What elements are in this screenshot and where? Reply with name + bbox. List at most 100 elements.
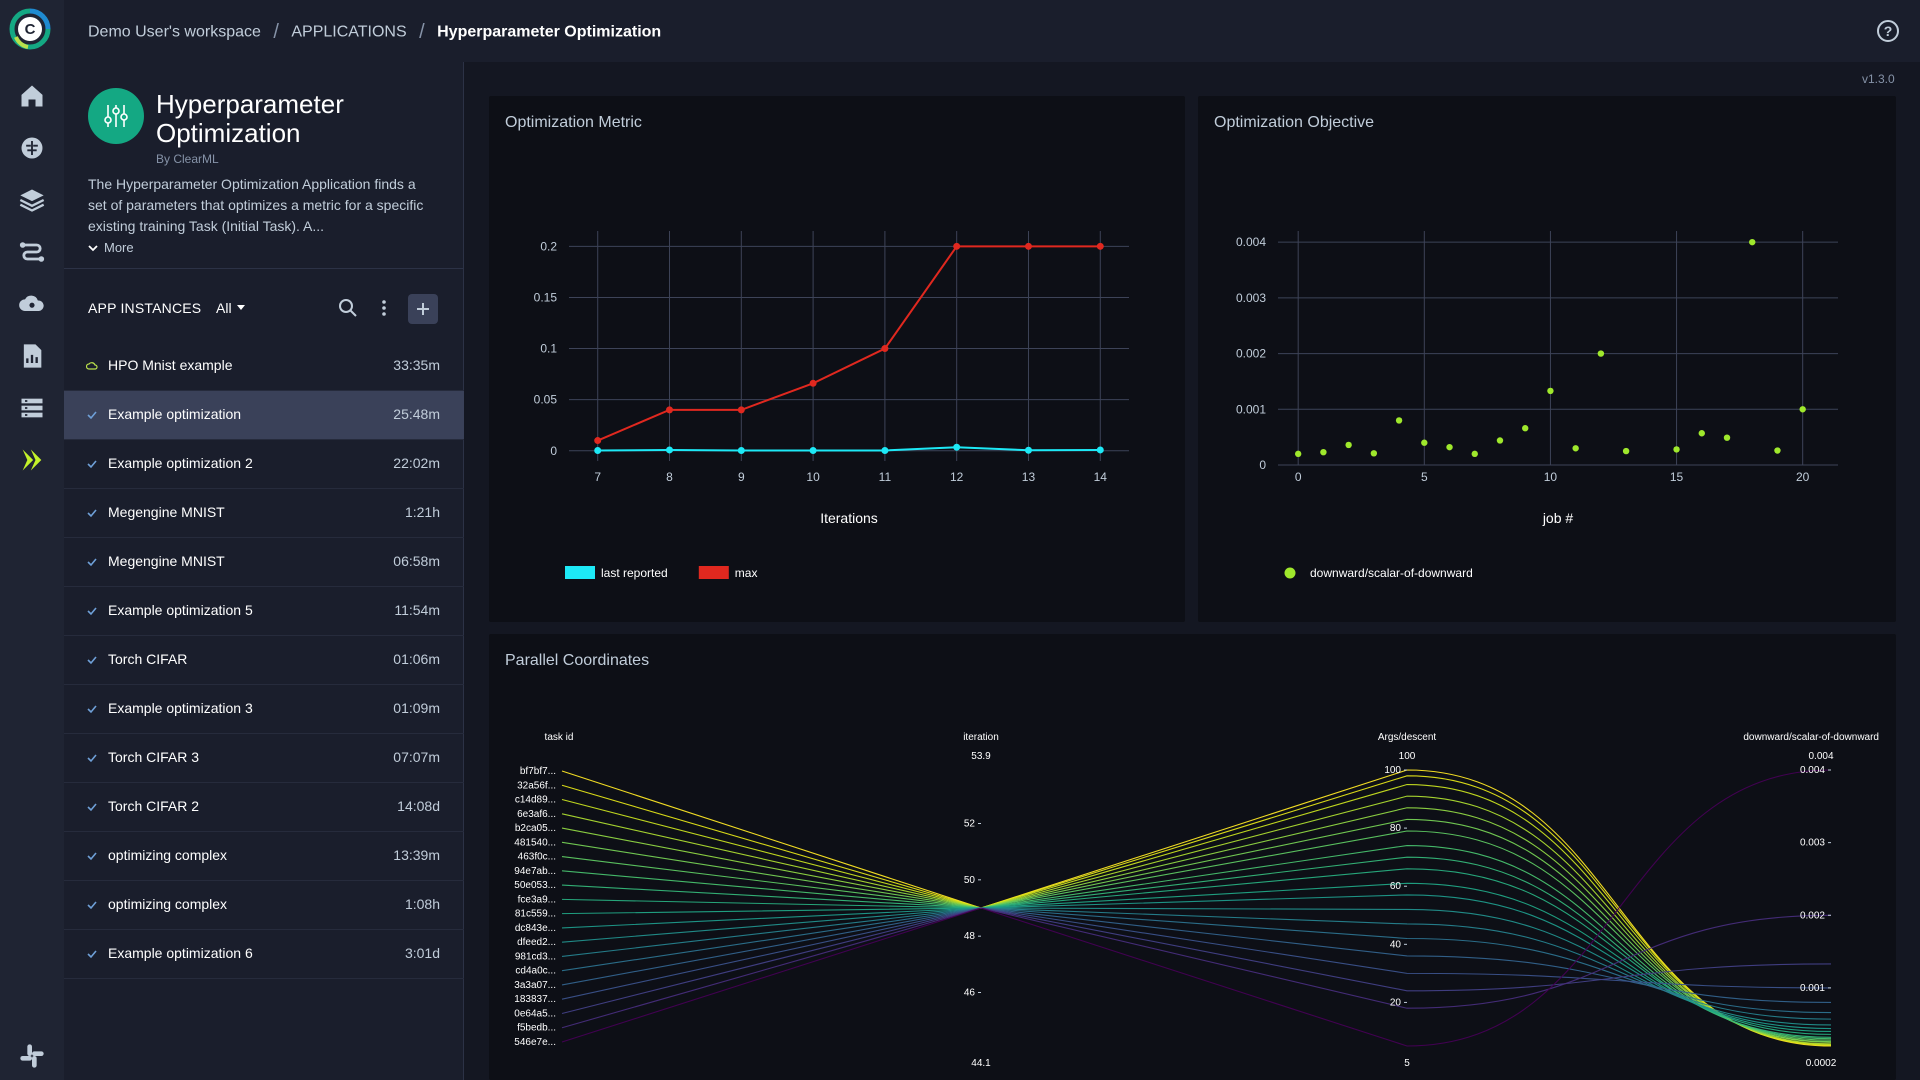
top-bar: Demo User's workspace / APPLICATIONS / H… xyxy=(64,0,1920,62)
instance-duration: 3:01d xyxy=(404,945,440,961)
instance-row[interactable]: Torch CIFAR 3 07:07m xyxy=(64,734,464,783)
pc-tick-label: 80 xyxy=(1390,823,1402,834)
data-point xyxy=(594,446,602,454)
x-tick-label: 9 xyxy=(738,470,745,484)
pipelines-icon[interactable] xyxy=(14,234,50,270)
pc-tick-label: b2ca05... xyxy=(515,823,556,834)
breadcrumb-current: Hyperparameter Optimization xyxy=(437,23,662,41)
data-point xyxy=(594,437,602,445)
instance-duration: 33:35m xyxy=(393,357,440,373)
instance-name: Example optimization xyxy=(108,406,242,422)
breadcrumb: Demo User's workspace / APPLICATIONS / H… xyxy=(88,21,661,44)
breadcrumb-applications[interactable]: APPLICATIONS xyxy=(291,23,407,41)
caret-down-icon xyxy=(236,305,245,310)
app-panel: Hyperparameter Optimization By ClearML T… xyxy=(64,62,464,1080)
instance-row[interactable]: optimizing complex 13:39m xyxy=(64,832,464,881)
instance-row[interactable]: Example optimization 25:48m xyxy=(64,391,464,440)
pc-tick-label: 6e3af6... xyxy=(517,809,556,820)
data-point xyxy=(666,446,674,454)
instance-row[interactable]: optimizing complex 1:08h xyxy=(64,881,464,930)
projects-brain-icon[interactable] xyxy=(14,130,50,166)
optimization-objective-card: Optimization Objective 0 5 10 15 20 0 0.001 0.0… xyxy=(1198,96,1896,622)
legend-label: downward/scalar-of-downward xyxy=(1310,566,1473,580)
pc-range-max: 0.004 xyxy=(1808,751,1833,762)
optimization-objective-chart: 0 5 10 15 20 0 0.001 0.002 0.003 0.004 job # downwa… xyxy=(1236,231,1838,580)
scatter-point xyxy=(1673,446,1680,453)
scatter-point xyxy=(1547,387,1554,395)
pc-line xyxy=(561,907,1832,1015)
x-tick-label: 11 xyxy=(879,470,892,484)
instance-row[interactable]: Torch CIFAR 2 14:08d xyxy=(64,783,464,832)
x-tick-label: 15 xyxy=(1670,470,1684,484)
instance-row[interactable]: Megengine MNIST 1:21h xyxy=(64,489,464,538)
model-endpoints-cloud-icon[interactable] xyxy=(14,286,50,322)
instances-filter-dropdown[interactable]: All xyxy=(216,300,246,316)
breadcrumb-workspace[interactable]: Demo User's workspace xyxy=(88,23,261,41)
pc-line xyxy=(561,868,1832,1035)
more-vertical-icon[interactable] xyxy=(374,298,394,318)
x-tick-label: 10 xyxy=(806,470,820,484)
scatter-point xyxy=(1774,447,1781,454)
data-point xyxy=(953,443,961,451)
applications-icon[interactable] xyxy=(14,442,50,478)
instance-name: Example optimization 2 xyxy=(108,455,253,471)
x-tick-label: 0 xyxy=(1295,470,1302,484)
instance-row[interactable]: Megengine MNIST 06:58m xyxy=(64,538,464,587)
y-tick-label: 0.002 xyxy=(1236,347,1266,361)
svg-text:?: ? xyxy=(1884,23,1893,39)
sliders-icon xyxy=(104,105,128,127)
slack-icon[interactable] xyxy=(14,1038,50,1074)
instance-duration: 13:39m xyxy=(393,847,440,863)
orchestration-icon[interactable] xyxy=(14,390,50,426)
x-tick-label: 10 xyxy=(1544,470,1558,484)
add-instance-button[interactable] xyxy=(408,294,438,324)
optimization-metric-card: Optimization Metric 7 8 9 10 11 12 13 14 0 0.05 0.… xyxy=(489,96,1185,622)
scatter-point xyxy=(1370,450,1378,457)
search-icon[interactable] xyxy=(338,298,358,318)
more-toggle[interactable]: More xyxy=(88,240,134,255)
instance-name: Megengine MNIST xyxy=(108,553,225,569)
pc-axis-title: task id xyxy=(545,732,574,743)
scatter-point xyxy=(1471,450,1478,458)
instance-duration: 07:07m xyxy=(393,749,440,765)
instance-row[interactable]: Torch CIFAR 01:06m xyxy=(64,636,464,685)
pc-line xyxy=(561,818,1832,1043)
scatter-point xyxy=(1723,434,1731,441)
pc-tick-label: 50e053... xyxy=(514,880,556,891)
pc-tick-label: 50 xyxy=(964,875,976,886)
instance-name: Example optimization 3 xyxy=(108,700,253,716)
instance-row[interactable]: HPO Mnist example 33:35m xyxy=(64,342,464,391)
instance-name: optimizing complex xyxy=(108,896,228,912)
reports-icon[interactable] xyxy=(14,338,50,374)
help-icon[interactable]: ? xyxy=(1875,18,1901,44)
breadcrumb-separator: / xyxy=(419,21,425,43)
more-label: More xyxy=(104,240,134,255)
clearml-logo-icon[interactable]: C xyxy=(8,7,52,51)
datasets-layers-icon[interactable] xyxy=(14,182,50,218)
instance-duration: 22:02m xyxy=(393,455,440,471)
home-icon[interactable] xyxy=(14,78,50,114)
scatter-point xyxy=(1799,406,1806,413)
pc-tick-label: 52 xyxy=(964,819,976,830)
check-icon xyxy=(87,705,97,714)
x-axis-title: Iterations xyxy=(820,510,878,526)
check-icon xyxy=(87,460,97,469)
data-point xyxy=(1024,242,1032,250)
y-tick-label: 0 xyxy=(1259,458,1266,472)
instance-name: Example optimization 6 xyxy=(108,945,253,961)
instance-row[interactable]: Example optimization 5 11:54m xyxy=(64,587,464,636)
scatter-point xyxy=(1522,425,1529,432)
pc-tick-label: f5bedb... xyxy=(517,1023,556,1034)
series-line xyxy=(597,446,1101,452)
pc-line xyxy=(561,844,1832,1040)
pc-range-min: 44.1 xyxy=(971,1058,991,1069)
data-point xyxy=(1096,242,1104,250)
instance-row[interactable]: Example optimization 3 01:09m xyxy=(64,685,464,734)
instance-row[interactable]: Example optimization 2 22:02m xyxy=(64,440,464,489)
pc-line xyxy=(561,907,1832,1014)
instance-duration: 1:21h xyxy=(404,504,440,520)
pc-line xyxy=(561,907,1832,1003)
pc-tick-label: 32a56f... xyxy=(517,780,556,791)
instance-row[interactable]: Example optimization 6 3:01d xyxy=(64,930,464,979)
breadcrumb-separator: / xyxy=(273,21,279,43)
